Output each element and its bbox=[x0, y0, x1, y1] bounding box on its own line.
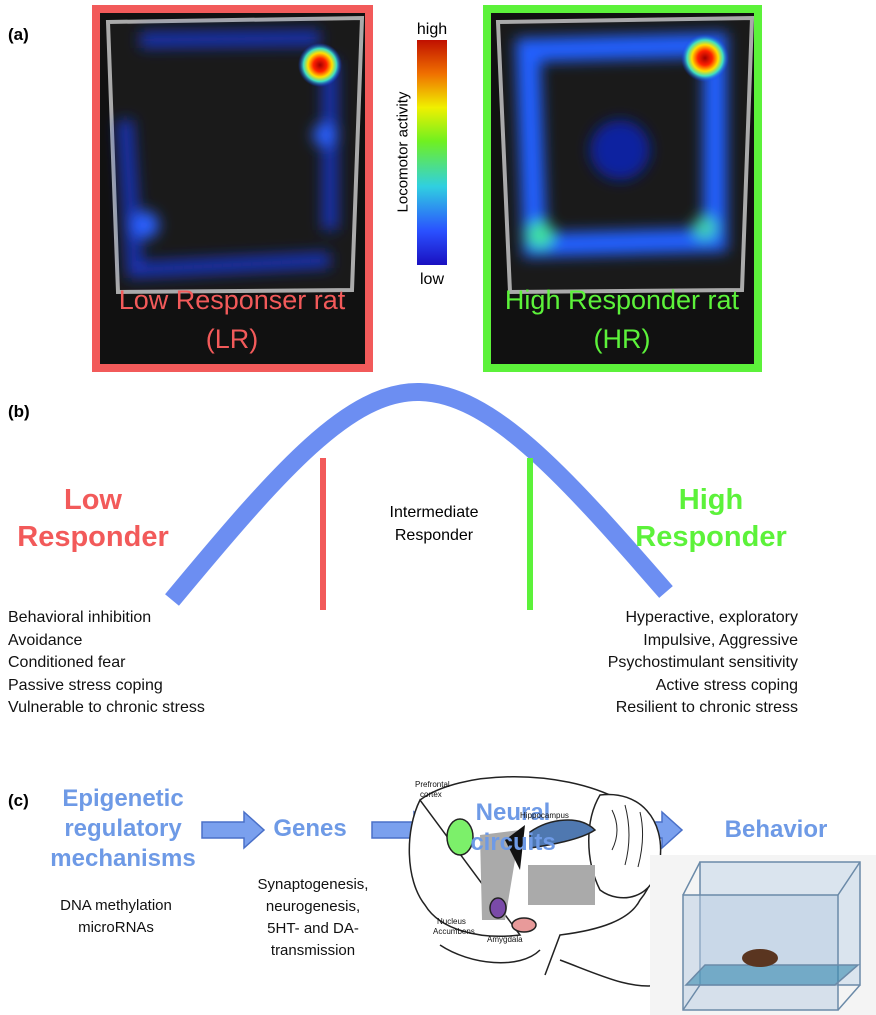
brain-label: Nucleus bbox=[437, 918, 466, 926]
caption: (HR) bbox=[594, 326, 651, 353]
caption: High Responder rat bbox=[505, 287, 739, 314]
distribution-curve bbox=[172, 392, 666, 600]
group-title: Low bbox=[64, 486, 122, 515]
note: neurogenesis, bbox=[266, 899, 360, 914]
page: (a) Low Responser rat (LR) High Responde… bbox=[0, 0, 876, 1015]
group-title: Intermediate bbox=[390, 505, 479, 521]
trait: Vulnerable to chronic stress bbox=[8, 700, 205, 716]
caption: Low Responser rat bbox=[119, 287, 346, 314]
trait: Hyperactive, exploratory bbox=[625, 610, 798, 626]
panel-label: (a) bbox=[8, 26, 29, 43]
step: Epigenetic bbox=[62, 787, 183, 811]
trait: Resilient to chronic stress bbox=[616, 700, 798, 716]
trait: Passive stress coping bbox=[8, 678, 163, 694]
trait: Behavioral inhibition bbox=[8, 610, 151, 626]
trait: Impulsive, Aggressive bbox=[643, 633, 798, 649]
step: circuits bbox=[470, 831, 555, 855]
brain-label: Hippocampus bbox=[520, 812, 569, 820]
trait: Psychostimulant sensitivity bbox=[608, 655, 798, 671]
step: regulatory bbox=[64, 817, 181, 841]
cage bbox=[650, 855, 876, 1015]
colorbar bbox=[417, 40, 447, 265]
trait: Active stress coping bbox=[656, 678, 798, 694]
step: Behavior bbox=[725, 818, 828, 842]
step: mechanisms bbox=[50, 847, 195, 871]
group-title: Responder bbox=[395, 528, 473, 544]
note: DNA methylation bbox=[60, 898, 172, 913]
lr-hotspot bbox=[298, 43, 342, 87]
brain-label: cortex bbox=[420, 791, 442, 799]
panel-label: (b) bbox=[8, 403, 30, 420]
step: Genes bbox=[273, 817, 346, 841]
brain-label: Accumbens bbox=[433, 928, 475, 936]
colorbar-title: Locomotor activity bbox=[396, 92, 411, 213]
hr-hotspot bbox=[681, 34, 729, 82]
colorbar-high: high bbox=[417, 22, 447, 38]
note: microRNAs bbox=[78, 920, 154, 935]
note: transmission bbox=[271, 943, 355, 958]
brain-label: Prefrontal bbox=[415, 781, 450, 789]
note: 5HT- and DA- bbox=[267, 921, 359, 936]
group-title: High bbox=[679, 486, 743, 515]
group-title: Responder bbox=[17, 523, 168, 552]
panel-label: (c) bbox=[8, 792, 29, 809]
trait: Conditioned fear bbox=[8, 655, 125, 671]
caption: (LR) bbox=[206, 326, 259, 353]
trait: Avoidance bbox=[8, 633, 82, 649]
colorbar-low: low bbox=[420, 272, 444, 288]
note: Synaptogenesis, bbox=[258, 877, 369, 892]
group-title: Responder bbox=[635, 523, 786, 552]
brain-label: Amygdala bbox=[487, 936, 523, 944]
